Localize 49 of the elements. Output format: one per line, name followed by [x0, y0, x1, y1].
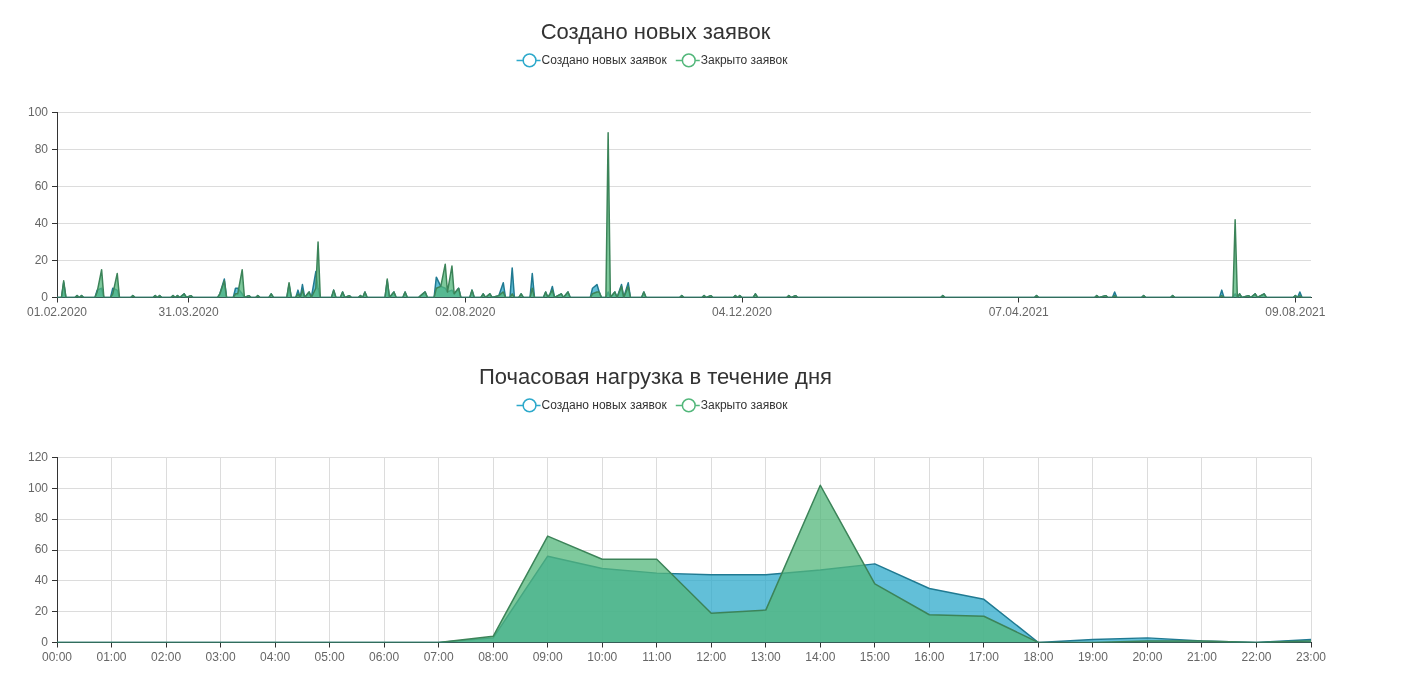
x-tick-label: 06:00	[369, 650, 400, 665]
x-tick-label: 18:00	[1023, 650, 1054, 665]
y-tick-label: 20	[34, 252, 49, 267]
y-tick-label: 0	[41, 289, 49, 304]
x-tick-label: 15:00	[859, 650, 891, 665]
x-tick-label: 31.03.2020	[158, 305, 219, 320]
x-tick-label: 22:00	[1241, 650, 1272, 665]
x-tick-label: 13:00	[750, 650, 782, 665]
x-tick-label: 02.08.2020	[435, 305, 496, 320]
y-tick-label: 40	[34, 573, 49, 588]
y-tick-label: 40	[34, 215, 49, 230]
y-tick-label: 120	[27, 449, 49, 464]
y-tick-label: 60	[34, 178, 49, 193]
x-tick-label: 02:00	[151, 650, 182, 665]
y-tick-label: 80	[34, 141, 49, 156]
x-tick-label: 07.04.2021	[988, 305, 1050, 320]
legend-label: Закрыто заявок	[700, 52, 789, 67]
x-tick-label: 14:00	[805, 650, 836, 665]
x-tick-label: 01.02.2020	[26, 305, 88, 320]
x-tick-label: 05:00	[314, 650, 345, 665]
x-tick-label: 00:00	[41, 650, 73, 665]
x-tick-label: 11:00	[642, 650, 672, 665]
x-tick-label: 01:00	[96, 650, 127, 665]
chart-title: Создано новых заявок	[540, 19, 771, 45]
legend-label: Создано новых заявок	[541, 52, 668, 67]
x-tick-label: 08:00	[478, 650, 509, 665]
y-tick-label: 0	[41, 634, 49, 649]
y-tick-label: 80	[34, 511, 49, 526]
x-tick-label: 03:00	[205, 650, 236, 665]
x-tick-label: 09:00	[532, 650, 564, 665]
x-tick-label: 23:00	[1295, 650, 1327, 665]
x-tick-label: 07:00	[423, 650, 454, 665]
chart-title: Почасовая нагрузка в течение дня	[479, 364, 832, 390]
legend-label: Закрыто заявок	[700, 397, 789, 412]
x-tick-label: 04:00	[260, 650, 291, 665]
x-tick-label: 21:00	[1186, 650, 1218, 665]
x-tick-label: 10:00	[587, 650, 618, 665]
y-tick-label: 100	[27, 104, 49, 119]
y-tick-label: 60	[34, 542, 49, 557]
x-tick-label: 19:00	[1077, 650, 1109, 665]
x-tick-label: 17:00	[968, 650, 1000, 665]
x-tick-label: 09.08.2021	[1265, 305, 1326, 320]
y-tick-label: 20	[34, 603, 49, 618]
x-tick-label: 20:00	[1132, 650, 1163, 665]
y-tick-label: 100	[27, 480, 49, 495]
x-tick-label: 16:00	[914, 650, 945, 665]
x-tick-label: 04.12.2020	[711, 305, 773, 320]
x-tick-label: 12:00	[696, 650, 727, 665]
legend-label: Создано новых заявок	[541, 397, 668, 412]
